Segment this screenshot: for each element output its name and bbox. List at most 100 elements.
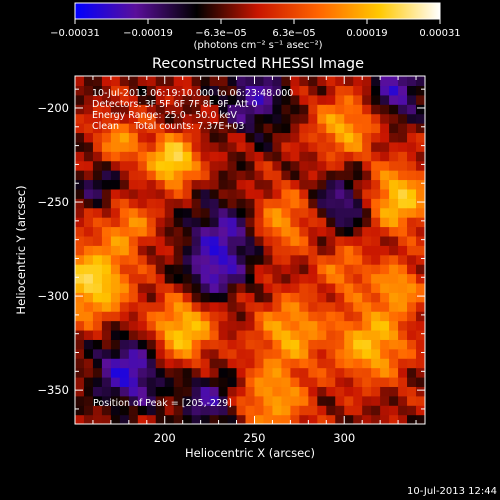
heatmap-cell xyxy=(335,254,345,265)
heatmap-cell xyxy=(326,198,336,209)
heatmap-cell xyxy=(173,188,184,199)
heatmap-cell xyxy=(371,113,381,124)
heatmap-cell xyxy=(227,311,238,322)
heatmap-cell xyxy=(380,104,390,115)
heatmap-cell xyxy=(326,254,336,265)
heatmap-cell xyxy=(200,170,211,181)
heatmap-cell xyxy=(416,132,425,143)
heatmap-cell xyxy=(137,367,148,378)
colorbar-tick-label: −0.00019 xyxy=(123,28,173,39)
heatmap-cell xyxy=(371,179,381,190)
heatmap-cell xyxy=(146,367,157,378)
heatmap-cell xyxy=(353,104,363,115)
heatmap-cell xyxy=(281,179,291,190)
heatmap-cell xyxy=(344,282,354,293)
heatmap-cell xyxy=(92,85,103,96)
heatmap-cell xyxy=(236,282,247,293)
heatmap-cell xyxy=(182,292,193,303)
heatmap-cell xyxy=(92,226,103,237)
heatmap-cell xyxy=(335,339,345,350)
heatmap-cell xyxy=(119,141,130,152)
heatmap-cell xyxy=(371,264,381,275)
heatmap-cell xyxy=(344,151,354,162)
heatmap-cell xyxy=(209,198,220,209)
heatmap-cell xyxy=(128,151,139,162)
heatmap-cell xyxy=(137,264,148,275)
heatmap-cell xyxy=(227,414,238,424)
heatmap-cell xyxy=(110,339,121,350)
heatmap-cell xyxy=(299,282,309,293)
heatmap-cell xyxy=(254,301,265,312)
heatmap-cell xyxy=(236,329,247,340)
heatmap-cell xyxy=(173,386,184,397)
heatmap-cell xyxy=(101,160,112,171)
heatmap-cell xyxy=(398,282,408,293)
heatmap-cell xyxy=(137,198,148,209)
heatmap-cell xyxy=(371,273,381,284)
heatmap-cell xyxy=(281,329,291,340)
heatmap-cell xyxy=(101,141,112,152)
heatmap-cell xyxy=(200,188,211,199)
heatmap-cell xyxy=(317,264,327,275)
heatmap-cell xyxy=(227,207,238,218)
heatmap-cell xyxy=(191,85,202,96)
heatmap-cell xyxy=(191,179,202,190)
heatmap-cell xyxy=(119,311,130,322)
heatmap-cell xyxy=(137,414,148,424)
heatmap-cell xyxy=(101,207,112,218)
heatmap-cell xyxy=(128,367,139,378)
heatmap-cell xyxy=(209,94,220,105)
heatmap-cell xyxy=(75,179,85,190)
heatmap-cell xyxy=(128,113,139,124)
heatmap-cell xyxy=(389,76,399,87)
heatmap-cell xyxy=(353,207,363,218)
heatmap-cell xyxy=(209,188,220,199)
heatmap-cell xyxy=(191,226,202,237)
heatmap-cell xyxy=(416,273,425,284)
heatmap-cell xyxy=(290,235,300,246)
heatmap-cell xyxy=(326,76,336,87)
heatmap-cell xyxy=(317,311,327,322)
heatmap-cell xyxy=(182,339,193,350)
heatmap-cell xyxy=(119,339,130,350)
heatmap-cell xyxy=(380,254,390,265)
heatmap-cell xyxy=(245,376,256,387)
heatmap-cell xyxy=(398,245,408,256)
heatmap-cell xyxy=(173,273,184,284)
heatmap-cell xyxy=(200,301,211,312)
heatmap-cell xyxy=(326,217,336,228)
heatmap-cell xyxy=(398,348,408,359)
heatmap-cell xyxy=(263,235,274,246)
heatmap-cell xyxy=(407,264,417,275)
heatmap-cell xyxy=(326,85,336,96)
heatmap-cell xyxy=(209,132,220,143)
heatmap-cell xyxy=(344,273,354,284)
heatmap-cell xyxy=(227,151,238,162)
heatmap-cell xyxy=(263,292,274,303)
heatmap-cell xyxy=(398,160,408,171)
heatmap-cell xyxy=(398,207,408,218)
heatmap-cell xyxy=(290,311,300,322)
heatmap-image xyxy=(75,76,425,424)
heatmap-cell xyxy=(209,320,220,331)
heatmap-cell xyxy=(92,254,103,265)
heatmap-cell xyxy=(245,329,256,340)
heatmap-cell xyxy=(245,301,256,312)
heatmap-cell xyxy=(371,123,381,134)
heatmap-cell xyxy=(164,123,175,134)
heatmap-cell xyxy=(380,311,390,322)
heatmap-cell xyxy=(371,217,381,228)
heatmap-cell xyxy=(290,217,300,228)
heatmap-cell xyxy=(380,245,390,256)
heatmap-cell xyxy=(335,85,345,96)
heatmap-cell xyxy=(209,217,220,228)
heatmap-cell xyxy=(371,198,381,209)
heatmap-cell xyxy=(119,179,130,190)
heatmap-cell xyxy=(371,132,381,143)
heatmap-cell xyxy=(290,348,300,359)
heatmap-cell xyxy=(137,141,148,152)
heatmap-cell xyxy=(326,141,336,152)
heatmap-cell xyxy=(245,85,256,96)
heatmap-cell xyxy=(308,320,318,331)
heatmap-cell xyxy=(83,348,94,359)
